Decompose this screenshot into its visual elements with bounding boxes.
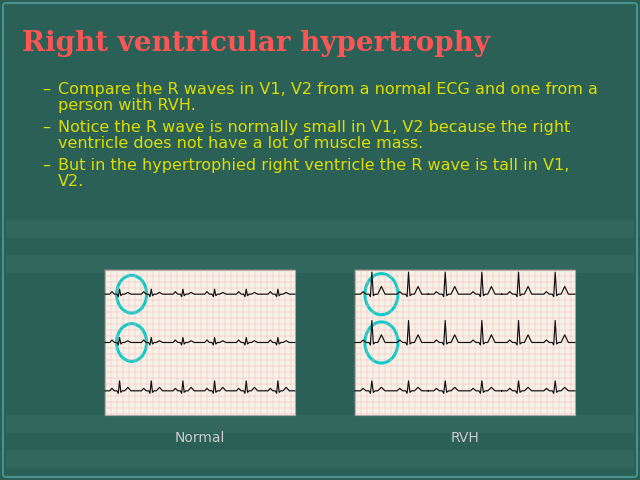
Text: Compare the R waves in V1, V2 from a normal ECG and one from a: Compare the R waves in V1, V2 from a nor…	[58, 82, 598, 97]
Text: RVH: RVH	[451, 431, 479, 445]
Bar	[6, 220, 634, 238]
Bar	[355, 270, 575, 415]
Text: –: –	[42, 120, 50, 135]
Text: –: –	[42, 82, 50, 97]
Text: Notice the R wave is normally small in V1, V2 because the right: Notice the R wave is normally small in V…	[58, 120, 570, 135]
Bar	[105, 270, 295, 415]
Text: –: –	[42, 158, 50, 173]
Bar	[6, 415, 634, 433]
Text: ventricle does not have a lot of muscle mass.: ventricle does not have a lot of muscle …	[58, 136, 423, 151]
Text: V2.: V2.	[58, 174, 84, 189]
Bar	[6, 255, 634, 273]
Bar	[6, 450, 634, 468]
Text: But in the hypertrophied right ventricle the R wave is tall in V1,: But in the hypertrophied right ventricle…	[58, 158, 570, 173]
Text: Normal: Normal	[175, 431, 225, 445]
Text: person with RVH.: person with RVH.	[58, 98, 196, 113]
Text: Right ventricular hypertrophy: Right ventricular hypertrophy	[22, 30, 490, 57]
